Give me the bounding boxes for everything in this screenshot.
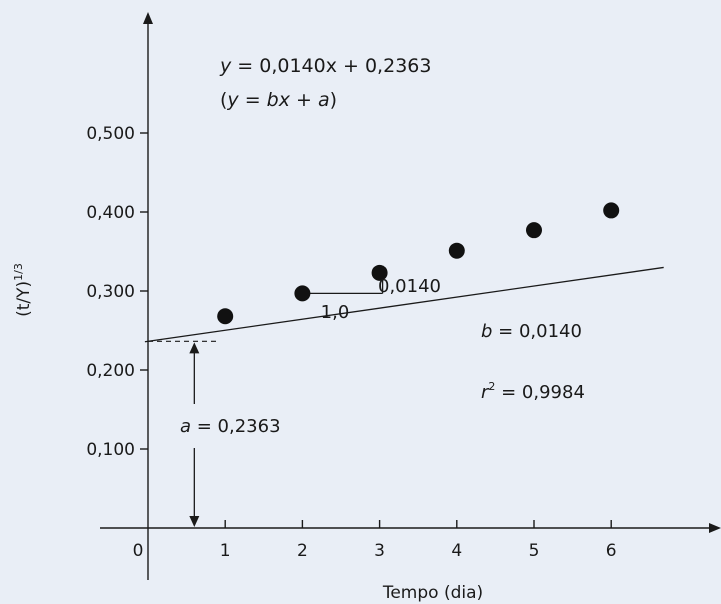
eq-y-symbol: y — [219, 55, 232, 77]
y-tick-label-0,200: 0,200 — [86, 361, 135, 381]
data-point-4 — [448, 242, 465, 259]
data-point-5 — [526, 222, 542, 239]
x-tick-label-4: 4 — [451, 541, 462, 561]
data-point-3 — [371, 264, 388, 281]
slope-run-label: 1,0 — [321, 302, 350, 323]
gen-bx: bx — [267, 89, 291, 111]
gen-open: ( — [220, 89, 227, 111]
y-tick-label-0,400: 0,400 — [86, 203, 135, 223]
y-tick-label-0,500: 0,500 — [86, 124, 135, 144]
y-tick-label-0,300: 0,300 — [86, 282, 135, 302]
regression-line — [144, 266, 664, 343]
gen-close: ) — [330, 89, 337, 111]
x-tick-label-6: 6 — [606, 541, 617, 561]
y-axis-title-exponent: 1/3 — [12, 263, 25, 281]
intercept-a-label: a = 0,2363 — [180, 416, 281, 437]
y-tick-group: 0,100 0,200 0,300 0,400 0,500 — [86, 124, 148, 460]
x-axis-arrowhead — [709, 523, 721, 533]
y-axis-title-base: (t/Y) — [14, 281, 34, 317]
y-axis-title: (t/Y)1/3 — [12, 263, 34, 317]
r-value: = 0,9984 — [495, 382, 585, 403]
gen-y: y — [226, 89, 239, 111]
general-equation: (y = bx + a) — [220, 89, 337, 111]
eq-rhs: = 0,0140x + 0,2363 — [231, 55, 431, 77]
slope-rise-label: 0,0140 — [378, 276, 441, 297]
gen-a: a — [318, 89, 330, 111]
x-tick-label-2: 2 — [297, 541, 308, 561]
x-tick-label-1: 1 — [220, 541, 231, 561]
r-symbol: r — [481, 382, 490, 403]
x-axis-title: Tempo (dia) — [382, 583, 483, 603]
x-tick-label-5: 5 — [529, 541, 540, 561]
r-exponent: 2 — [488, 380, 495, 393]
regression-equation: y = 0,0140x + 0,2363 — [219, 55, 431, 77]
gen-eq: = — [239, 89, 267, 111]
b-symbol: b — [481, 321, 492, 342]
data-point-1 — [217, 308, 234, 325]
a-value: = 0,2363 — [191, 416, 281, 437]
a-symbol: a — [180, 416, 191, 437]
marks-group — [144, 202, 664, 527]
b-value: = 0,0140 — [492, 321, 582, 342]
x-tick-group: 0 1 2 3 4 5 6 — [133, 520, 617, 561]
intercept-arrow-down-head — [189, 516, 200, 527]
slope-b-label: b = 0,0140 — [481, 321, 582, 342]
y-axis-arrowhead — [143, 12, 153, 24]
y-tick-label-0,100: 0,100 — [86, 440, 135, 460]
intercept-arrow-up-head — [189, 342, 200, 354]
x-tick-label-0: 0 — [133, 541, 144, 561]
gen-plus: + — [290, 89, 318, 111]
data-point-6 — [603, 202, 620, 219]
data-point-2 — [294, 285, 311, 302]
r-squared-label: r2 = 0,9984 — [481, 380, 585, 403]
x-tick-label-3: 3 — [374, 541, 385, 561]
